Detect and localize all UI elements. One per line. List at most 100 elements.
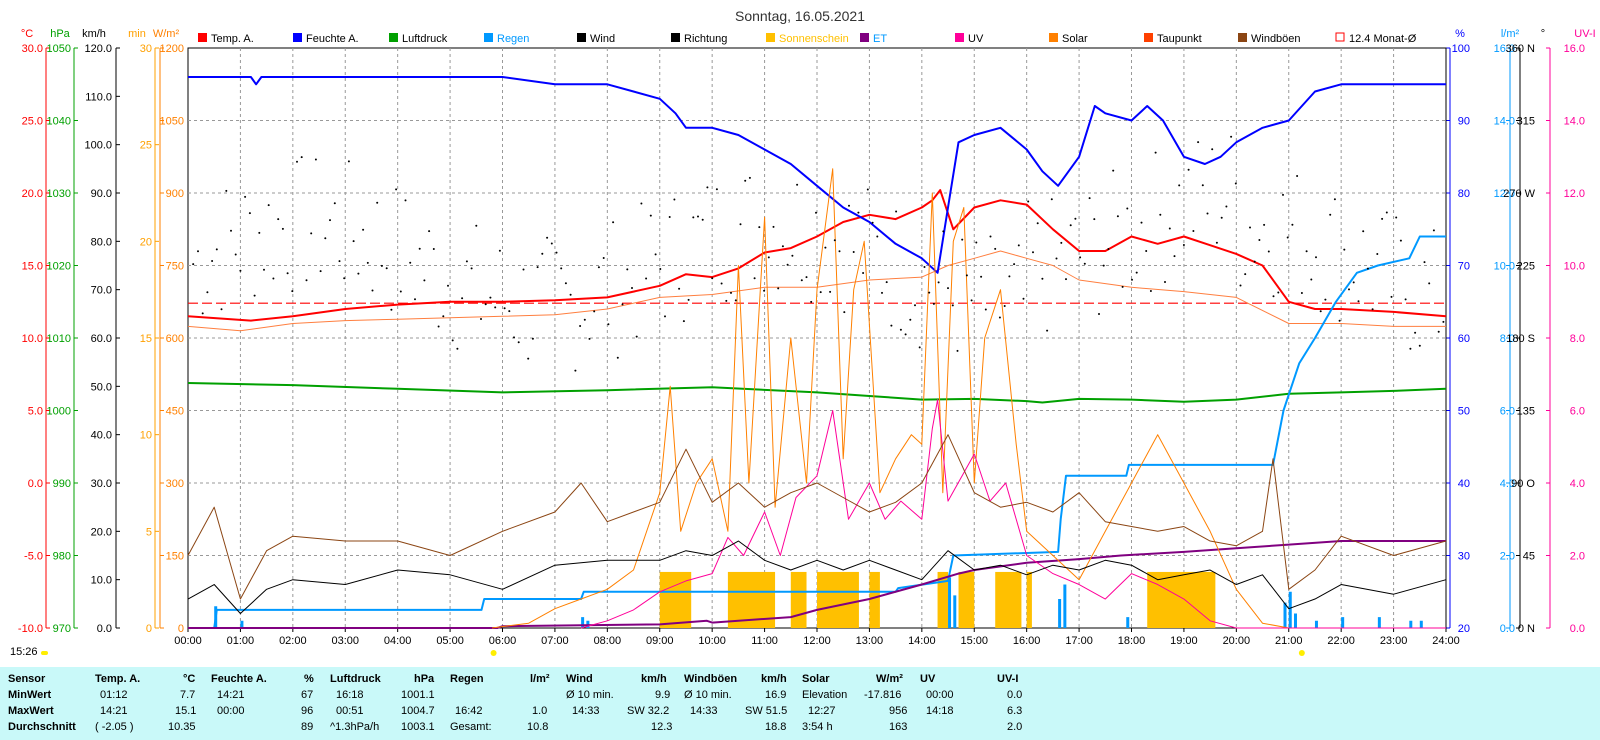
pressure-tick-label: 1000 [47,406,71,418]
direction-dot [1348,288,1350,291]
rain-tick-label: 6.0 [1500,406,1515,418]
direction-dot [1107,248,1110,250]
direction-dot [1286,236,1289,239]
humidity-unit: % [1455,28,1465,40]
uv-max-time: 14:18 [926,705,954,717]
direction-dot [866,188,869,191]
legend-label: Windböen [1251,33,1301,45]
direction-dot [848,204,850,207]
direction-dot [1432,229,1435,232]
solar-unit: W/m² [153,28,180,40]
direction-dot [1211,148,1214,151]
direction-dot [1404,298,1407,301]
pressure-tick-label: 970 [53,623,71,635]
direction-dot [494,306,497,309]
temp-max-time: 14:21 [100,705,128,717]
solar-avg-note: 3:54 h [802,721,833,733]
direction-dot [1060,241,1063,244]
direction-dot [748,176,751,179]
direction-dot [871,221,874,224]
direction-dot [815,211,817,214]
sunshine-bar [869,571,880,628]
direction-dot [895,210,898,213]
sunshine-tick-label: 10 [140,430,152,442]
direction-dot [286,272,289,275]
wind-min-label: Ø 10 min. [566,689,614,701]
press-avg: 1003.1 [401,721,435,733]
rain-total: 10.8 [527,721,549,733]
direction-dot [1263,223,1266,226]
uv-tick-label: 16.0 [1564,43,1585,55]
direction-dot [621,303,624,306]
uv-tick-label: 6.0 [1570,406,1585,418]
chart-title: Sonntag, 16.05.2021 [735,8,865,24]
direction-dot [687,298,690,301]
direction-dot [1315,256,1317,259]
legend-label: 12.4 Monat-Ø [1349,33,1417,45]
x-tick-label: 07:00 [541,635,569,647]
rain-intensity-bar [1409,620,1413,628]
direction-dot [263,268,265,271]
rain-tick-label: 10.0 [1494,261,1515,273]
direction-dot [347,160,350,163]
direction-dot [1395,216,1398,219]
series-uv [580,399,1446,629]
temp-avg: 10.35 [168,721,196,733]
direction-dot [810,300,813,303]
direction-dot [1003,305,1006,307]
temp-unit: °C [21,28,33,40]
direction-dot [725,299,728,302]
press-unit: hPa [414,673,435,685]
direction-dot [470,267,473,270]
direction-dot [1239,284,1242,287]
humidity-tick-label: 60 [1458,333,1470,345]
rain-unit: l/m² [530,673,550,685]
direction-dot [1277,291,1280,294]
direction-dot [701,218,704,221]
wind-tick-label: 90.0 [91,188,112,200]
direction-dot [550,242,553,245]
solar-header: Solar [802,673,830,685]
pressure-tick-label: 1040 [47,116,71,128]
x-tick-label: 21:00 [1275,635,1303,647]
direction-dot [1206,212,1209,215]
solar-tick-label: 900 [166,188,184,200]
gust-unit: km/h [761,673,787,685]
rain-intensity-bar [240,620,244,628]
direction-tick-label: 135 [1517,406,1535,418]
direction-dot [314,158,317,161]
direction-dot [616,356,619,359]
direction-dot [975,241,978,244]
rain-max-time: 16:42 [455,705,483,717]
direction-dot [531,337,534,340]
direction-dot [1197,141,1200,144]
pressure-tick-label: 990 [53,478,71,490]
temp-tick-label: -10.0 [18,623,43,635]
direction-dot [1324,298,1327,301]
rain-tick-label: 12.0 [1494,188,1515,200]
legend-label: Sonnenschein [779,33,849,45]
x-tick-label: 09:00 [646,635,674,647]
rain-intensity-bar [1126,617,1130,628]
direction-dot [730,291,732,294]
direction-dot [631,287,633,289]
hum-avg: 89 [301,721,314,733]
direction-dot [1338,319,1341,322]
direction-dot [1046,329,1049,332]
direction-dot [432,248,435,250]
uv-tick-label: 2.0 [1570,551,1585,563]
series-et [188,540,1446,629]
direction-dot [583,318,586,321]
direction-dot [645,277,648,280]
direction-tick-label: 0 N [1518,623,1535,635]
direction-dot [1319,310,1322,313]
legend-label: Feuchte A. [306,33,359,45]
direction-dot [1192,230,1195,232]
x-tick-label: 22:00 [1327,635,1355,647]
direction-dot [635,335,638,338]
direction-dot [310,232,313,235]
direction-dot [1008,275,1011,278]
direction-dot [715,188,718,191]
direction-dot [475,224,478,227]
rain-intensity-bar [1314,620,1318,628]
